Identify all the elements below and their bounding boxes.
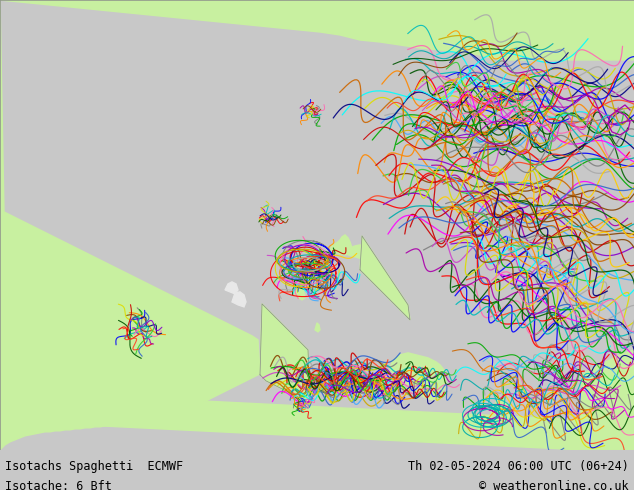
Polygon shape (0, 0, 634, 60)
Polygon shape (315, 323, 320, 332)
Text: © weatheronline.co.uk: © weatheronline.co.uk (479, 480, 629, 490)
Text: Th 02-05-2024 06:00 UTC (06+24): Th 02-05-2024 06:00 UTC (06+24) (408, 460, 629, 473)
Polygon shape (580, 350, 634, 450)
Polygon shape (330, 235, 352, 255)
Polygon shape (0, 390, 634, 450)
Polygon shape (308, 248, 316, 260)
Polygon shape (225, 282, 238, 294)
Polygon shape (295, 285, 305, 300)
Polygon shape (490, 398, 518, 440)
Polygon shape (348, 245, 372, 259)
Text: Isotachs Spaghetti  ECMWF: Isotachs Spaghetti ECMWF (5, 460, 183, 473)
Polygon shape (0, 0, 260, 450)
Polygon shape (232, 292, 246, 307)
Polygon shape (260, 304, 310, 403)
Polygon shape (360, 236, 410, 320)
Text: Isotache: 6 Bft: Isotache: 6 Bft (5, 480, 112, 490)
Polygon shape (390, 353, 446, 400)
